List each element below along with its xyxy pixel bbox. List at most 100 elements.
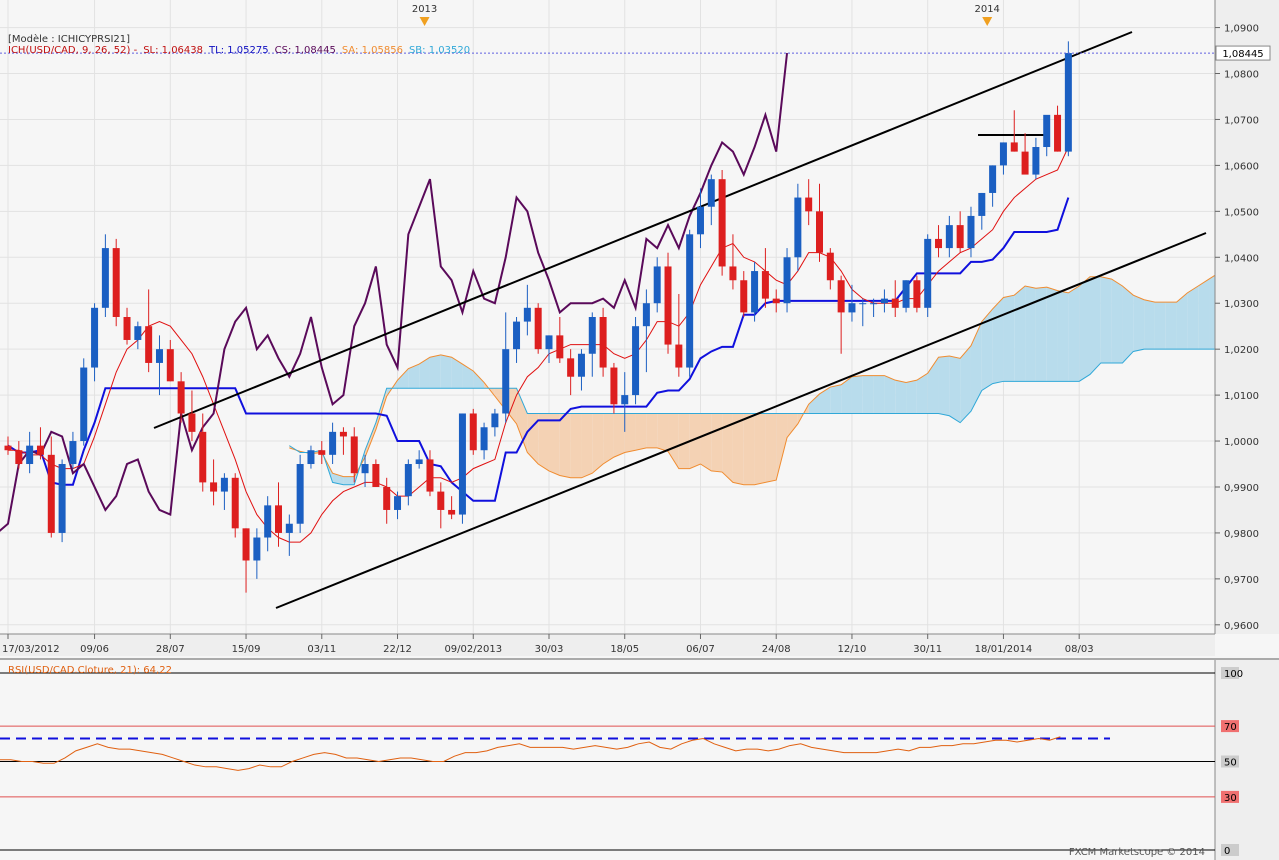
date-tick-label: 09/02/2013 xyxy=(444,644,502,655)
rsi-tick-label: 70 xyxy=(1224,722,1237,733)
candle-body xyxy=(177,381,185,414)
cloud-segment xyxy=(1035,287,1047,382)
candle-body xyxy=(123,317,131,340)
rsi-tick-tag xyxy=(1221,720,1239,733)
year-label: 2013 xyxy=(412,4,437,15)
candle-body xyxy=(404,464,412,497)
candle-body xyxy=(610,367,618,405)
candle-body xyxy=(523,307,531,322)
year-markers: 2013 2014 xyxy=(412,4,1000,26)
candle-body xyxy=(47,454,55,533)
candle-body xyxy=(242,528,250,561)
candle-body xyxy=(264,505,272,538)
indicator-lines xyxy=(0,52,1279,543)
candle-body xyxy=(448,509,456,515)
candle-body xyxy=(956,225,964,249)
candle-body xyxy=(4,445,12,451)
candle-body xyxy=(415,459,423,465)
cloud-segment xyxy=(949,356,961,423)
price-axis[interactable]: 1,0900 1,0800 1,0700 1,0600 1,0500 1,0400 1,03… xyxy=(1215,24,1259,632)
cloud-segment xyxy=(1111,279,1123,363)
model-label: [Modèle : ICHICYPRSI21] xyxy=(8,34,131,45)
cloud-segment xyxy=(440,354,452,389)
rsi-tick-tag xyxy=(1221,755,1239,768)
candle-body xyxy=(58,464,66,533)
candle-body xyxy=(69,441,77,465)
candle-body xyxy=(653,266,661,304)
cloud-segment xyxy=(581,413,593,478)
cloud-segment xyxy=(1079,276,1090,382)
candle-body xyxy=(924,238,932,308)
candle-body xyxy=(1021,151,1029,175)
price-tick-label: 1,0800 xyxy=(1224,70,1259,81)
candle-body xyxy=(513,321,521,350)
candles xyxy=(4,41,1072,593)
candle-body xyxy=(134,326,142,340)
cloud-segment xyxy=(1090,276,1101,375)
date-tick-label: 28/07 xyxy=(156,644,185,655)
cloud-segment xyxy=(1025,285,1036,382)
cloud-segment xyxy=(603,413,614,465)
candle-body xyxy=(978,192,986,216)
cloud-segment xyxy=(754,413,766,485)
cloud-segment xyxy=(765,413,777,483)
cloud-segment xyxy=(559,413,571,478)
candle-body xyxy=(783,257,791,304)
cloud-segment xyxy=(743,413,755,485)
candle-body xyxy=(772,298,780,304)
candle-body xyxy=(826,252,834,281)
trendline-upper[interactable] xyxy=(153,31,1133,429)
cloud-segment xyxy=(365,422,376,458)
price-axis-background xyxy=(1215,0,1279,634)
tl-value: TL: 1,05275 xyxy=(209,45,269,56)
year-label: 2014 xyxy=(974,4,999,15)
candle-body xyxy=(816,211,823,253)
cloud-segment xyxy=(375,388,387,430)
candle-body xyxy=(632,326,640,396)
candle-body xyxy=(307,450,315,465)
candle-body xyxy=(394,496,402,510)
candle-body xyxy=(361,464,369,474)
candle-body xyxy=(588,317,596,354)
cloud-segment xyxy=(678,413,690,469)
cloud-segment xyxy=(429,354,441,389)
candle-body xyxy=(1010,142,1018,152)
cloud-segment xyxy=(830,384,842,414)
rsi-tick-label: 100 xyxy=(1224,669,1243,680)
candle-body xyxy=(15,450,23,465)
candle-body xyxy=(91,307,99,368)
date-axis[interactable]: 17/03/2012 09/06 28/07 15/09 03/11 22/12 09/02… xyxy=(2,634,1094,655)
candle-body xyxy=(848,303,856,313)
date-tick-label: 09/06 xyxy=(80,644,109,655)
candle-body xyxy=(642,303,650,327)
price-tick-label: 1,0900 xyxy=(1224,24,1259,35)
cs-value: CS: 1,08445 xyxy=(274,45,336,56)
candle-body xyxy=(870,303,878,305)
senkou-span-a-line xyxy=(289,236,1279,486)
cloud-segment xyxy=(1100,276,1112,363)
cloud-segment xyxy=(1154,302,1166,350)
cloud-segment xyxy=(981,308,993,391)
trendline-lower[interactable] xyxy=(275,232,1207,609)
candle-body xyxy=(1043,114,1051,148)
candle-body xyxy=(199,431,207,483)
cloud-segment xyxy=(527,413,539,465)
candle-body xyxy=(188,413,196,432)
cloud-segment xyxy=(884,375,896,414)
candle-body xyxy=(1064,53,1072,152)
cloud-segment xyxy=(819,387,831,414)
cloud-segment xyxy=(451,357,463,389)
candle-body xyxy=(837,280,845,313)
watermark: FXCM Marketscope © 2014 xyxy=(1068,847,1205,858)
cloud-segment xyxy=(549,413,560,476)
cloud-segment xyxy=(462,364,474,389)
candle-body xyxy=(805,197,813,212)
cloud-segment xyxy=(787,413,798,438)
rsi-tick-tag xyxy=(1221,790,1239,803)
price-tick-label: 1,0400 xyxy=(1224,253,1259,264)
candle-body xyxy=(145,326,153,363)
sb-value: SB: 1,03520 xyxy=(408,45,471,56)
cloud-segment xyxy=(1144,299,1155,350)
cloud-segment xyxy=(1046,287,1058,382)
